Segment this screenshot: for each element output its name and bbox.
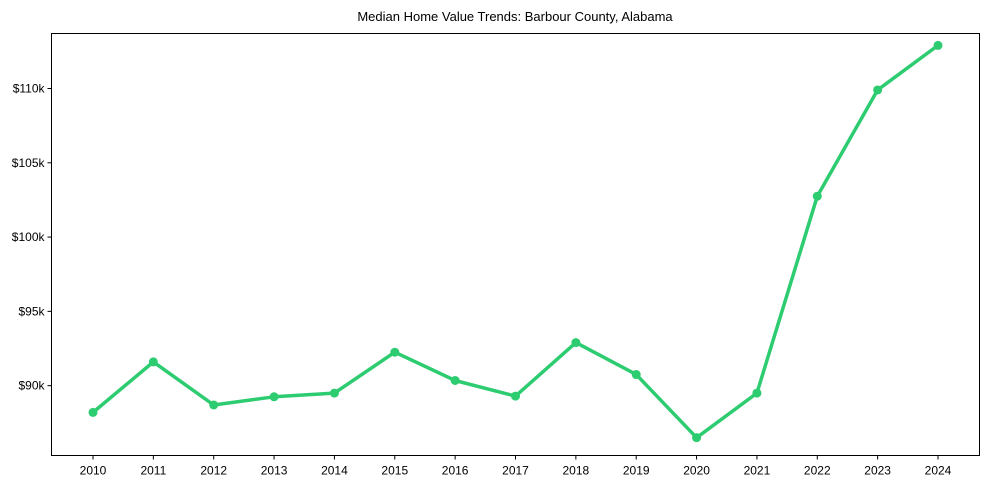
data-point-marker [752,388,762,398]
data-point-marker [571,338,581,348]
x-tick-label: 2023 [864,464,891,478]
x-tick-label: 2011 [140,464,166,478]
y-tick-label: $95k [18,304,45,318]
series-line [91,43,940,440]
data-point-marker [269,392,279,402]
x-tick-label: 2019 [623,464,650,478]
x-tick-label: 2024 [925,464,952,478]
data-point-marker [812,191,822,201]
data-point-marker [390,347,400,357]
x-tick-label: 2021 [744,464,771,478]
data-point-marker [873,85,883,95]
y-tick-label: $110k [13,81,46,95]
x-tick-label: 2016 [442,464,469,478]
data-point-marker [933,40,943,50]
x-tick-label: 2013 [261,464,288,478]
x-tick-label: 2015 [381,464,408,478]
data-point-marker [88,407,98,417]
data-point-marker [450,375,460,385]
data-point-marker [329,388,339,398]
y-axis: $90k $95k $100k $105k $110k [12,81,52,393]
x-tick-label: 2017 [502,464,529,478]
x-tick-label: 2018 [563,464,590,478]
x-tick-label: 2014 [321,464,348,478]
x-axis: 2010 2011 2012 2013 2014 2015 2016 2017 2018 2019… [80,455,952,478]
plot-frame [51,33,980,456]
y-tick-label: $105k [12,156,46,170]
y-tick-label: $90k [18,379,45,393]
data-point-marker [511,391,520,401]
data-point-marker [148,357,158,367]
chart-title: Median Home Value Trends: Barbour County… [357,9,673,24]
x-tick-label: 2010 [80,464,107,478]
x-tick-label: 2020 [683,464,710,478]
plot-area [88,40,943,443]
y-tick-label: $100k [12,230,46,244]
data-point-marker [209,400,219,410]
data-point-marker [692,433,702,443]
x-tick-label: 2012 [200,464,227,478]
data-point-marker [631,370,641,380]
x-tick-label: 2022 [804,464,831,478]
